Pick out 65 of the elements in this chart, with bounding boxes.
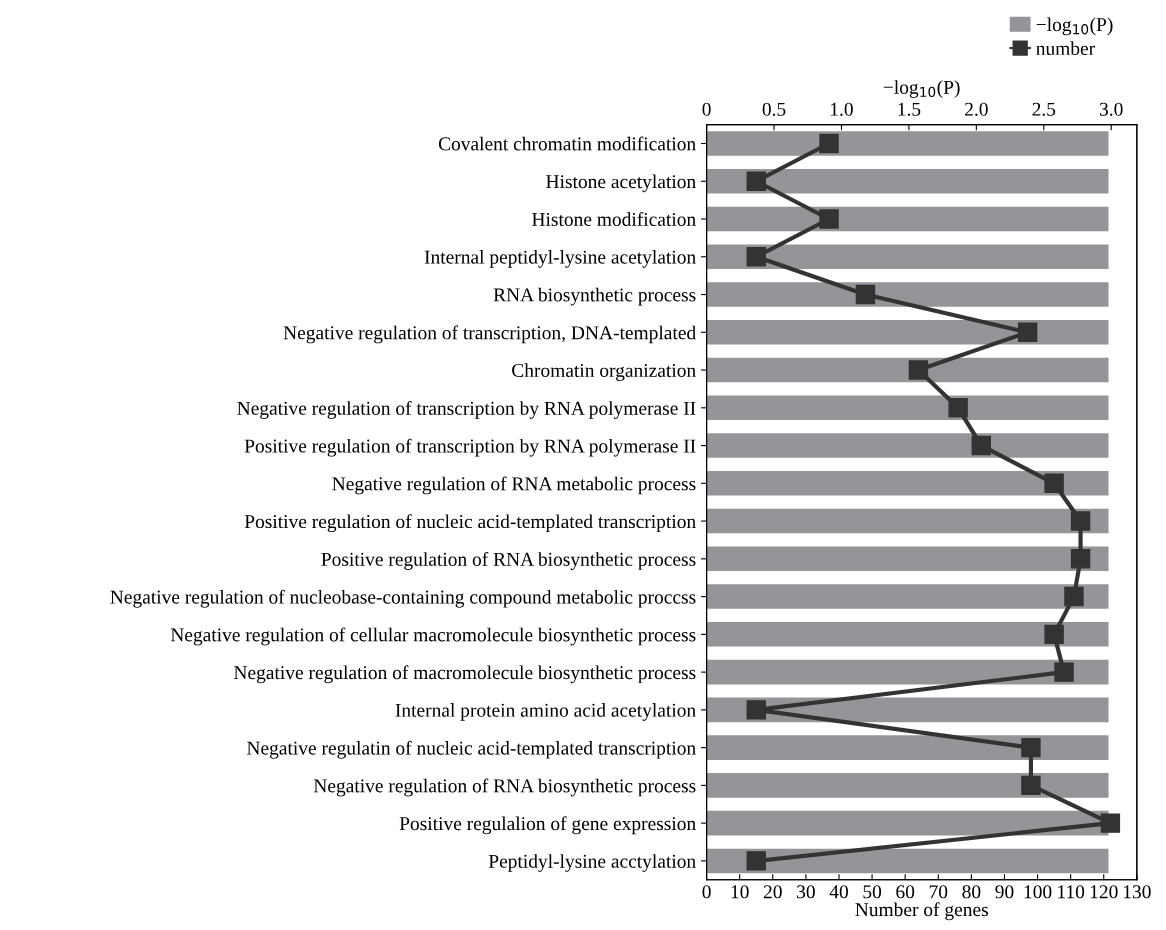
x2-tick-label: 3.0 (1100, 102, 1123, 116)
x-tick-label: 80 (962, 885, 981, 899)
point (1064, 586, 1084, 607)
point (1044, 473, 1064, 494)
point (1044, 624, 1064, 645)
y-tick-label: Internal peptidyl-lysine acetylation (424, 250, 696, 268)
y-tick-label: RNA biosynthetic process (493, 287, 696, 306)
x-tick-label: 60 (896, 885, 915, 899)
y-tick-label: Negative regulation of transcription by RNA polymerase II (237, 400, 696, 419)
point (908, 360, 929, 380)
x2-tick-label: 2.5 (1032, 102, 1056, 116)
x-tick-label: 130 (1123, 885, 1151, 899)
point (819, 133, 839, 154)
point (971, 435, 992, 456)
point (1021, 775, 1041, 796)
point (746, 247, 766, 267)
y-tick-label: Negative regulation of cellular macromolecule biosynthetic process (170, 627, 696, 646)
x-tick-label: 30 (797, 885, 815, 899)
y-tick-label: Histone modification (532, 212, 696, 226)
point (1070, 511, 1091, 531)
x-tick-label: 20 (763, 885, 782, 899)
y-tick-label: Internal protein amino acid acetylation (395, 703, 696, 721)
point (1054, 662, 1074, 682)
y-tick-label: Chromatin organization (512, 363, 696, 381)
x2-axis-title: −log$_{10}$(P) (883, 80, 960, 98)
x-tick-label: 100 (1024, 885, 1052, 899)
legend-label: −log$_{10}$(P) (1036, 17, 1113, 36)
x-tick-label: 90 (995, 885, 1014, 899)
y-tick-label: Negative regulatin of nucleic acid-templated transcription (246, 740, 696, 759)
y-tick-label: Positive regulalion of gene expression (399, 816, 696, 835)
x2-tick-label: 0.5 (762, 102, 786, 116)
point (746, 700, 766, 720)
point (1070, 549, 1091, 569)
point (855, 284, 876, 305)
legend-label: number (1036, 41, 1095, 56)
y-tick-label: Negative regulation of transcription, DNA-templated (283, 325, 696, 344)
point (819, 209, 839, 229)
x-tick-label: 70 (929, 885, 948, 899)
y-tick-label: Negative regulation of nucleobase-containing compound metabolic proccss (110, 589, 696, 608)
y-tick-label: Negative regulation of RNA biosynthetic process (313, 778, 696, 797)
y-tick-label: Positive regulation of RNA biosynthetic process (321, 551, 696, 570)
x-tick-label: 120 (1090, 885, 1118, 899)
y-tick-label: Covalent chromatin modification (438, 136, 696, 151)
x-axis-title: Number of genes (855, 902, 988, 921)
x2-tick-label: 1.5 (898, 102, 921, 116)
point (948, 398, 968, 418)
x-tick-label: 110 (1058, 885, 1085, 899)
x2-tick-label: 2.0 (965, 102, 988, 116)
point (746, 851, 766, 871)
x-tick-label: 10 (731, 885, 749, 899)
y-tick-label: Positive regulation of nucleic acid-templated transcription (244, 514, 696, 533)
point (1100, 813, 1121, 833)
x-tick-label: 50 (863, 885, 882, 899)
point (1017, 322, 1038, 343)
x-tick-label: 40 (829, 885, 848, 899)
x-tick-label: 0 (702, 885, 711, 899)
x2-tick-label: 1.0 (831, 102, 853, 116)
y-tick-label: Positive regulation of transcription by RNA polymerase II (244, 438, 696, 457)
y-tick-label: Negative regulation of RNA metabolic process (332, 476, 696, 495)
x2-tick-label: 0 (702, 102, 711, 116)
y-tick-label: Negative regulation of macromolecule biosynthetic process (234, 665, 696, 684)
y-tick-label: Peptidyl-lysine acctylation (488, 854, 696, 872)
y-tick-label: Histone acetylation (546, 174, 696, 193)
point (746, 171, 766, 191)
point (1021, 737, 1041, 758)
